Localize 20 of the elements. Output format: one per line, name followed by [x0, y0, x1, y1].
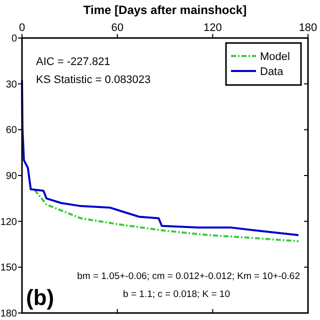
- legend-label: Model: [260, 50, 290, 63]
- x-tick-label: 120: [203, 22, 222, 34]
- y-tick-label: 60: [6, 125, 18, 136]
- annotation: b = 1.1; c = 0.018; K = 10: [123, 289, 230, 300]
- x-tick-label: 0: [18, 22, 26, 34]
- line-series: [34, 189, 300, 242]
- y-tick-label: 0: [11, 34, 18, 44]
- y-tick-label: 90: [6, 171, 18, 182]
- y-tick-label: 120: [0, 216, 18, 228]
- y-tick-label: 30: [6, 79, 18, 90]
- legend-label: Data: [260, 66, 284, 78]
- annotation: bm = 1.05+-0.06; cm = 0.012+-0.012; Km = 10+-0.62: [77, 271, 300, 282]
- x-axis-title: Time [Days after mainshock]: [83, 3, 247, 17]
- y-tick-label: 180: [0, 308, 18, 320]
- annotation: (b): [26, 285, 54, 310]
- annotation: AIC = -227.821: [36, 56, 110, 68]
- x-tick-label: 180: [298, 22, 318, 34]
- x-tick-label: 60: [111, 22, 124, 34]
- y-tick-label: 150: [0, 262, 18, 274]
- annotation: KS Statistic = 0.083023: [36, 74, 151, 86]
